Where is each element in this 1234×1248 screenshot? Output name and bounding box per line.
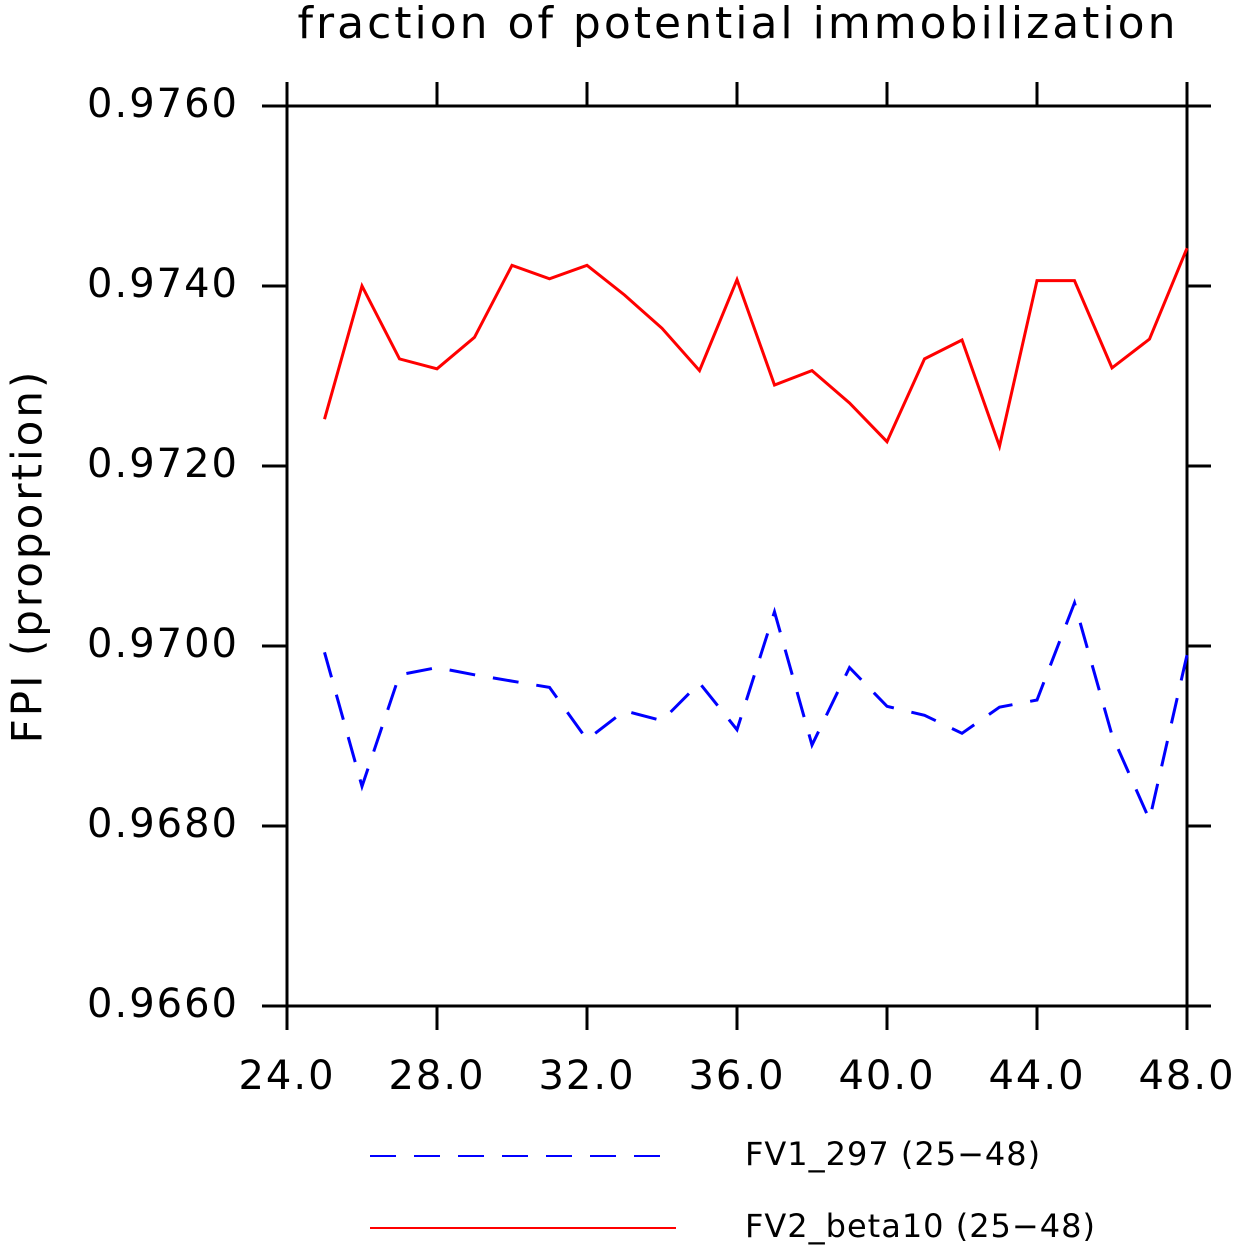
x-tick-label: 24.0: [238, 1053, 335, 1099]
y-tick-label: 0.9660: [87, 981, 239, 1027]
y-tick-label: 0.9760: [87, 81, 239, 127]
x-tick-label: 48.0: [1138, 1053, 1234, 1099]
y-tick-label: 0.9720: [87, 441, 239, 487]
series-line: [323, 598, 1189, 825]
y-tick-label: 0.9680: [87, 801, 239, 847]
x-tick-label: 44.0: [988, 1053, 1085, 1099]
y-tick-label: 0.9700: [87, 621, 239, 667]
x-tick-label: 32.0: [538, 1053, 635, 1099]
plot-frame: [285, 104, 1189, 1008]
x-tick-label: 36.0: [688, 1053, 785, 1099]
legend-label: FV2_beta10 (25−48): [745, 1207, 1096, 1245]
chart-title: fraction of potential immobilization: [298, 0, 1179, 49]
x-tick-label: 28.0: [388, 1053, 485, 1099]
y-tick-label: 0.9740: [87, 261, 239, 307]
y-axis-label: FPI (proportion): [3, 369, 52, 744]
legend-label: FV1_297 (25−48): [745, 1135, 1041, 1173]
x-tick-label: 40.0: [838, 1053, 935, 1099]
series-line: [323, 247, 1189, 452]
